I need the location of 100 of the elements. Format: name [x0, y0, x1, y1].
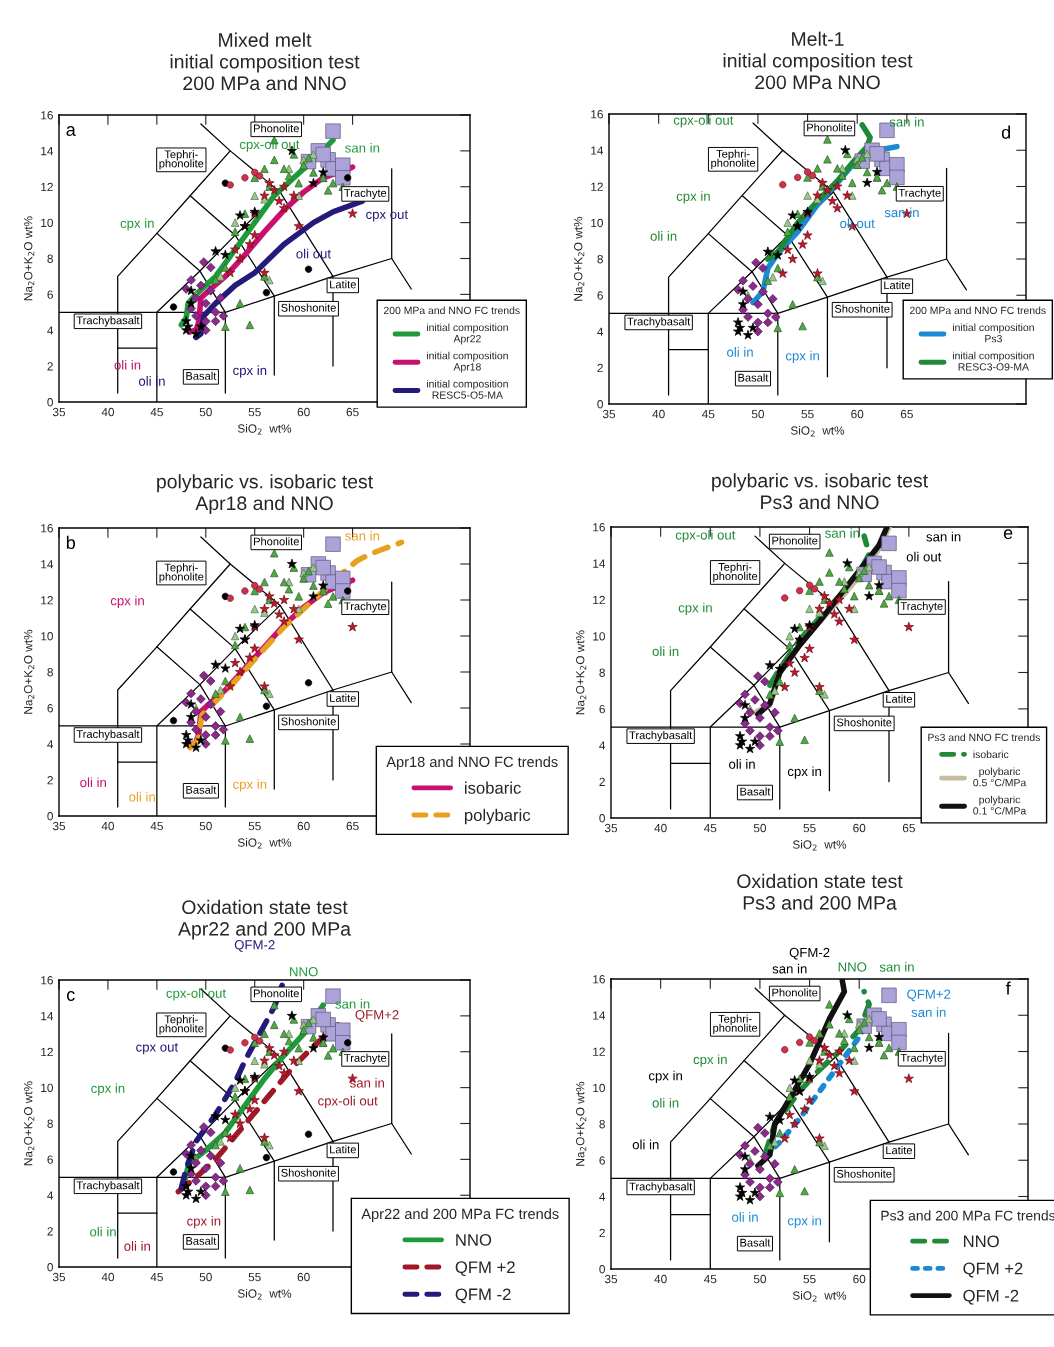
x-tick-label: 65: [902, 823, 915, 833]
text: san in: [772, 963, 807, 974]
y-axis-title: Na$_{2}$O+K$_{2}$O wt%: [574, 216, 585, 301]
annotation: f: [1005, 981, 1011, 995]
text: NNO: [290, 967, 318, 977]
y-tick-label: 14: [41, 1012, 54, 1021]
y-axis-title: Na$_{2}$O+K$_{2}$O wt%: [24, 629, 35, 714]
legend-label: QFM -2: [963, 1289, 1019, 1305]
legend-label: QFM +2: [963, 1262, 1023, 1278]
x-tick-label: 60: [297, 821, 310, 831]
legend-label: QFM -2: [455, 1288, 511, 1304]
x-tick-label: 45: [703, 1274, 717, 1284]
legend-label: QFM +2: [455, 1261, 515, 1277]
annotation: Phonolite: [253, 989, 299, 998]
y-tick-label: 4: [599, 741, 606, 750]
y-tick-label: 6: [597, 291, 603, 300]
text: QFM-2: [234, 940, 275, 952]
y-tick-label: 12: [593, 595, 605, 605]
y-tick-label: 0: [47, 812, 53, 821]
x-tick-label: 50: [753, 823, 767, 833]
annotation: cpx-oli out: [318, 1095, 378, 1109]
annotation: san in: [335, 998, 370, 1009]
annotation: Trachybasalt: [629, 730, 693, 742]
x-tick-label: 40: [654, 1274, 667, 1284]
legend-label: initial composition Apr18: [426, 351, 508, 373]
x-tick-label: 50: [753, 1274, 767, 1284]
legend-title: Apr18 and NNO FC trends: [386, 756, 558, 770]
annotation: c: [67, 991, 75, 1001]
annotation: cpx in: [233, 365, 267, 378]
annotation: Latite: [884, 281, 911, 290]
x-axis-title: SiO$_{2}$ wt%: [792, 840, 847, 851]
annotation: san in: [911, 1007, 946, 1017]
y-tick-label: 10: [41, 218, 53, 228]
x-tick-label: 55: [801, 409, 814, 419]
annotation: oli out: [906, 551, 942, 562]
annotation: Phonolite: [807, 123, 853, 132]
y-tick-label: 0: [599, 1265, 605, 1274]
y-tick-label: 16: [41, 524, 53, 533]
x-tick-label: 65: [900, 409, 913, 419]
annotation: Tephri- phonolite: [159, 1015, 204, 1035]
chart-title: Oxidation state test Ps3 and 200 MPa: [737, 873, 903, 910]
y-tick-label: 16: [41, 111, 53, 120]
y-tick-label: 16: [593, 975, 605, 984]
annotation: Shoshonite: [834, 304, 890, 313]
chart-title: Mixed melt initial composition test 200 MPa and NNO: [170, 32, 360, 91]
y-tick-label: 0: [47, 398, 53, 407]
annotation: e: [1003, 529, 1013, 540]
annotation: san in: [350, 1077, 384, 1088]
x-axis-title: SiO$_{2}$ wt%: [790, 426, 845, 437]
legend-label: isobaric: [465, 781, 521, 794]
y-tick-label: 8: [599, 668, 605, 677]
x-tick-label: 35: [604, 1274, 618, 1284]
x-tick-label: 60: [853, 823, 866, 833]
x-tick-label: 45: [150, 1272, 163, 1282]
y-axis-title: Na$_{2}$O+K$_{2}$O wt%: [576, 1081, 587, 1166]
annotation: Shoshonite: [281, 717, 336, 726]
annotation: Basalt: [740, 787, 771, 796]
y-tick-label: 8: [47, 1119, 53, 1128]
annotation: san in: [345, 142, 380, 153]
y-tick-label: 2: [599, 777, 605, 786]
annotation: Latite: [886, 694, 913, 703]
annotation: oli in: [124, 1241, 150, 1251]
y-tick-label: 4: [47, 740, 54, 749]
annotation: oli in: [632, 1139, 659, 1150]
annotation: Phonolite: [772, 988, 818, 997]
annotation: Basalt: [738, 373, 769, 382]
chart-title: polybaric vs. isobaric test Apr18 and NNO: [157, 474, 373, 514]
annotation: san in: [345, 530, 380, 541]
chart-title: polybaric vs. isobaric test Ps3 and NNO: [712, 473, 928, 510]
x-tick-label: 50: [199, 821, 212, 831]
y-tick-label: 14: [593, 559, 606, 568]
annotation: Shoshonite: [836, 1169, 892, 1178]
x-tick-label: 35: [52, 407, 66, 417]
annotation: Shoshonite: [836, 718, 892, 727]
y-tick-label: 0: [597, 400, 603, 409]
annotation: cpx in: [91, 1083, 125, 1096]
y-tick-label: 10: [41, 632, 53, 641]
y-tick-label: 12: [41, 182, 53, 192]
annotation: Shoshonite: [281, 303, 336, 312]
y-tick-label: 8: [597, 255, 603, 264]
annotation: Trachybasalt: [76, 316, 140, 327]
legend-label: NNO: [456, 1234, 492, 1246]
y-tick-label: 6: [599, 704, 605, 714]
y-tick-label: 6: [47, 704, 53, 713]
y-tick-label: 2: [597, 363, 603, 373]
y-tick-label: 14: [591, 146, 604, 155]
annotation: Latite: [330, 280, 356, 289]
x-axis-title: SiO$_{2}$ wt%: [237, 424, 292, 435]
legend-label: initial composition RESC5-O5-MA: [426, 379, 508, 399]
legend-label: initial composition Apr22: [426, 323, 508, 345]
text: NNO: [838, 962, 867, 972]
x-tick-label: 65: [346, 821, 359, 831]
annotation: Latite: [886, 1146, 913, 1155]
x-tick-label: 55: [803, 823, 816, 833]
annotation: cpx-oli out: [675, 529, 736, 543]
text: QFM-2: [789, 947, 830, 960]
annotation: Basalt: [740, 1238, 771, 1247]
annotation: Shoshonite: [281, 1168, 336, 1177]
y-tick-label: 14: [593, 1011, 606, 1020]
annotation: cpx in: [787, 766, 821, 779]
